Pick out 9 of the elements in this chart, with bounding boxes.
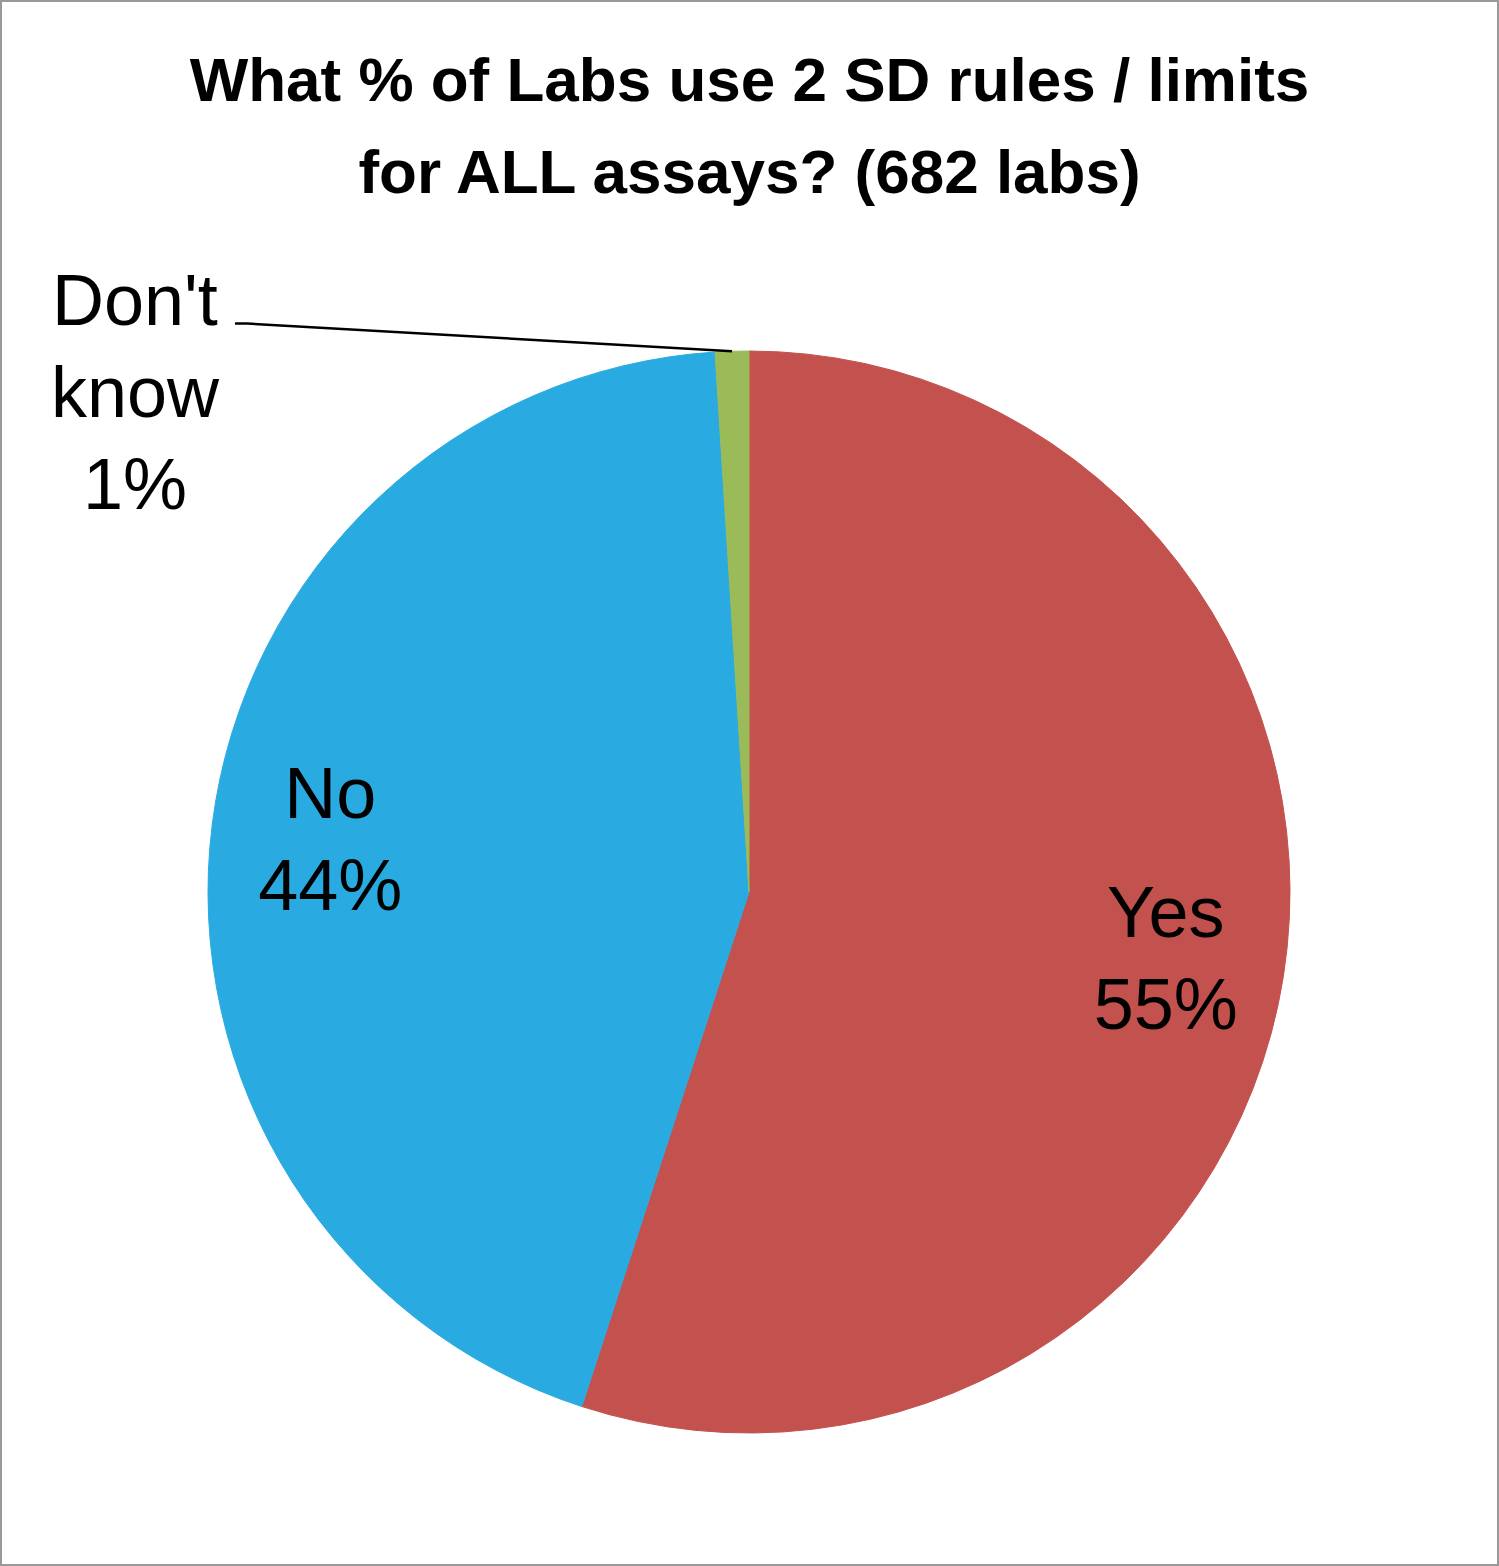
slice-label: Don't know — [50, 259, 220, 432]
pie-slice — [581, 350, 1291, 1433]
slice-label: No — [284, 753, 377, 834]
data-label: 44% — [258, 845, 403, 926]
slice-label: Yes — [1107, 872, 1225, 953]
chart-title: What % of Labs use 2 SD rules / limits for ALL assays? (682 labs) — [188, 44, 1311, 208]
data-label: 55% — [1093, 964, 1238, 1045]
pie-slice — [714, 350, 750, 893]
data-label: 1% — [82, 443, 187, 524]
